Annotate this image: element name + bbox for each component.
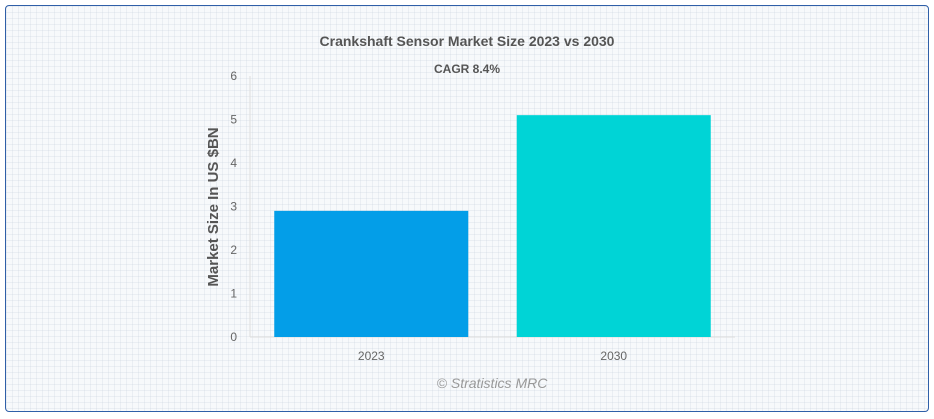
x-tick-label: 2023 [358, 349, 385, 363]
y-tick-label: 5 [230, 113, 237, 127]
chart-subtitle: CAGR 8.4% [434, 62, 500, 76]
chart-title: Crankshaft Sensor Market Size 2023 vs 20… [320, 33, 615, 49]
bar-2023 [274, 210, 469, 337]
y-tick-label: 6 [230, 69, 237, 83]
y-tick-label: 3 [230, 200, 237, 214]
y-tick-label: 2 [230, 243, 237, 257]
x-ticks: 2023 2030 [358, 349, 628, 363]
bars [274, 115, 711, 338]
y-tick-label: 4 [230, 156, 237, 170]
y-axis-label: Market Size In US $BN [205, 127, 222, 286]
chart-frame [5, 5, 929, 412]
y-tick-label: 1 [230, 287, 237, 301]
bar-2030 [516, 115, 711, 338]
y-ticks: 0 1 2 3 4 5 6 [230, 69, 237, 344]
x-tick-label: 2030 [600, 349, 627, 363]
watermark: © Stratistics MRC [437, 375, 549, 391]
y-tick-label: 0 [230, 330, 237, 344]
